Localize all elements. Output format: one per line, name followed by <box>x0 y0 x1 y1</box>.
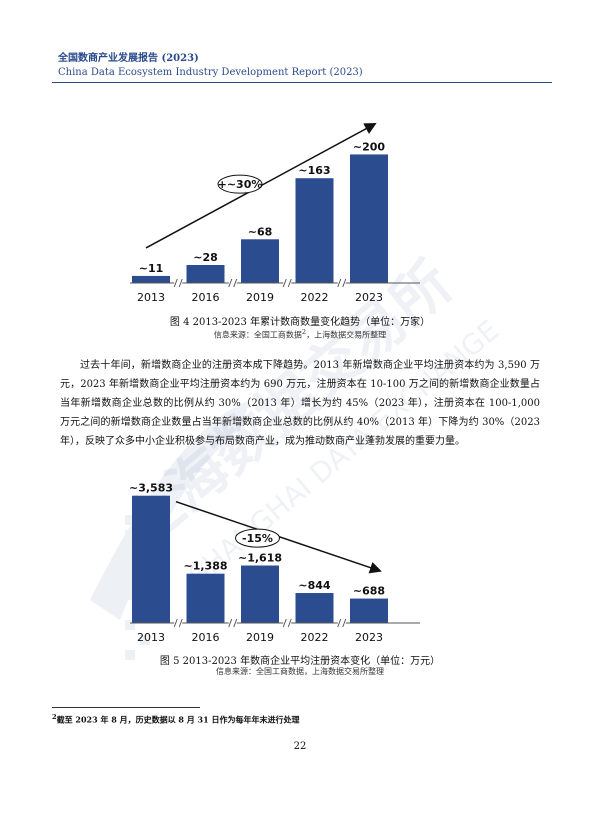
fig4-bar <box>132 275 170 283</box>
fig4-growth-ellipse <box>217 174 263 194</box>
page-number: 22 <box>293 741 307 752</box>
fig4-axis-break-stroke <box>282 278 287 288</box>
fig5-growth-label: -15% <box>242 532 273 545</box>
fig4-axis-break-stroke <box>178 278 183 288</box>
fig5-axis-break-stroke <box>233 618 238 628</box>
header-title-en: China Data Ecosystem Industry Developmen… <box>58 67 363 78</box>
fig4-bar <box>186 265 225 283</box>
fig4-axis-break-stroke <box>233 278 238 288</box>
fig5-axis-break <box>282 618 292 628</box>
figure-4-source: 信息来源：全国工商数据2，上海数据交易所整理 <box>0 328 600 341</box>
body-paragraph-text: 过去十年间，新增数商企业的注册资本成下降趋势。2013 年新增数商企业平均注册资… <box>60 360 540 447</box>
fig4-axis-break-mask <box>337 279 346 287</box>
fig5-tick-label: 2016 <box>192 631 220 644</box>
fig4-tick-label: 2016 <box>192 291 220 304</box>
fig5-axis-break-mask <box>337 619 346 627</box>
fig4-axis-break-stroke <box>173 278 178 288</box>
footnote-ref: 2 <box>301 328 307 336</box>
fig4-axis-break <box>282 278 292 288</box>
fig5-tick-label: 2023 <box>355 631 383 644</box>
fig4-bar <box>295 178 334 283</box>
fig5-bar <box>132 495 170 623</box>
fig4-axis-break-mask <box>283 279 292 287</box>
figure-4-source-text: 信息来源：全国工商数据 <box>213 330 302 340</box>
fig4-axis-break <box>337 278 347 288</box>
fig5-axis-break-mask <box>174 619 183 627</box>
fig4-value-label: ~11 <box>139 262 164 275</box>
fig5-tick-label: 2019 <box>246 631 274 644</box>
fig5-value-label: ~1,618 <box>238 552 282 565</box>
fig5-axis-break-stroke <box>337 618 342 628</box>
fig4-value-label: ~163 <box>298 164 330 177</box>
fig4-value-label: ~28 <box>193 251 218 264</box>
figure-4-caption: 图 4 2013-2023 年累计数商数量变化趋势（单位：万家） <box>169 317 431 328</box>
footnote-text: 截至 2023 年 8 月，历史数据以 8 月 31 日作为每年年末进行处理 <box>56 714 300 725</box>
fig4-value-label: ~68 <box>248 225 273 238</box>
fig4-value-label: ~200 <box>353 140 386 153</box>
figure-5-caption: 图 5 2013-2023 年数商企业平均注册资本变化（单位：万元） <box>159 656 441 667</box>
fig4-bar <box>241 239 279 283</box>
footnote-mark: 2 <box>52 713 57 721</box>
header-title-cn: 全国数商产业发展报告 (2023) <box>58 53 199 64</box>
fig4-axis-break <box>228 278 238 288</box>
fig5-axis-break-mask <box>283 619 292 627</box>
fig5-value-label: ~3,583 <box>130 482 173 495</box>
fig5-value-label: ~688 <box>353 585 385 598</box>
fig5-axis-break-stroke <box>178 618 183 628</box>
fig4-axis-break-stroke <box>287 278 292 288</box>
fig5-axis-break <box>173 618 183 628</box>
fig5-axis-break-stroke <box>228 618 233 628</box>
fig4-growth-label: +~30% <box>218 178 263 191</box>
fig4-axis-break-mask <box>174 279 183 287</box>
fig4-tick-label: 2022 <box>301 291 329 304</box>
fig5-value-label: ~1,388 <box>183 560 227 573</box>
fig5-axis-break-stroke <box>342 618 347 628</box>
fig4-tick-label: 2023 <box>355 291 383 304</box>
fig5-bar <box>186 573 225 623</box>
fig4-bar <box>350 154 388 283</box>
footnote: 2截至 2023 年 8 月，历史数据以 8 月 31 日作为每年年末进行处理 <box>52 713 299 726</box>
fig4-tick-label: 2013 <box>137 291 165 304</box>
fig5-tick-label: 2022 <box>301 631 329 644</box>
fig5-axis-break-mask <box>228 619 237 627</box>
running-header: 全国数商产业发展报告 (2023) China Data Ecosystem I… <box>58 52 363 80</box>
fig4-axis-break-stroke <box>337 278 342 288</box>
fig4-axis-break-stroke <box>342 278 347 288</box>
fig5-axis-break-stroke <box>282 618 287 628</box>
fig5-growth-ellipse <box>235 528 280 548</box>
fig5-axis-break <box>228 618 238 628</box>
fig5-tick-label: 2013 <box>137 631 165 644</box>
fig5-axis-break-stroke <box>287 618 292 628</box>
fig4-axis-break-mask <box>228 279 237 287</box>
fig5-bar <box>295 593 334 623</box>
fig5-value-label: ~844 <box>298 579 331 592</box>
figure-4-chart: ~11 2013 ~28 2016 ~68 2019 ~163 2022 ~200 2023 +~3… <box>130 120 460 310</box>
fig4-axis-break <box>173 278 183 288</box>
fig4-tick-label: 2019 <box>246 291 274 304</box>
fig5-bar <box>350 598 388 623</box>
fig5-axis-break <box>337 618 347 628</box>
body-paragraph: 过去十年间，新增数商企业的注册资本成下降趋势。2013 年新增数商企业平均注册资… <box>60 356 540 451</box>
figure-4-source-tail: ，上海数据交易所整理 <box>306 330 387 340</box>
figure-5-source: 信息来源：全国工商数据，上海数据交易所整理 <box>216 667 384 676</box>
footnote-rule <box>52 707 200 708</box>
fig5-axis-break-stroke <box>173 618 178 628</box>
fig4-axis-break-stroke <box>228 278 233 288</box>
figure-5-chart: ~3,583 2013 ~1,388 2016 ~1,618 2019 ~844 2022 ~6… <box>130 460 460 650</box>
header-rule <box>52 82 552 83</box>
fig5-bar <box>241 565 279 623</box>
